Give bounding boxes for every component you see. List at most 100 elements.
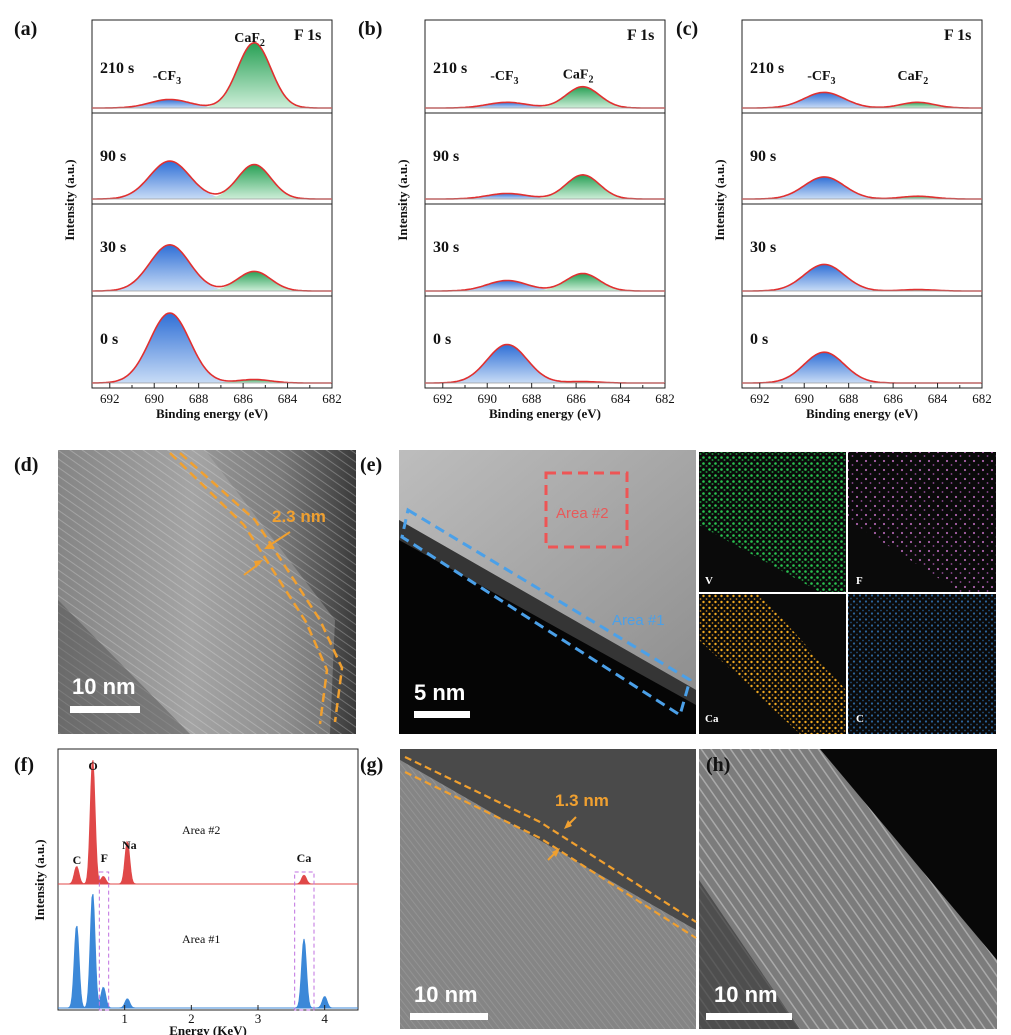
eds-y-axis-title: Intensity (a.u.)	[32, 839, 47, 920]
time-label: 210 s	[433, 60, 467, 77]
x-axis-title: Binding energy (eV)	[489, 406, 601, 421]
cf3-peak-area	[742, 264, 982, 291]
scale-bar-d	[70, 706, 140, 713]
particle-e	[399, 450, 696, 690]
y-axis-title: Intensity (a.u.)	[395, 159, 410, 240]
x-axis: 692 690 688 686 684 682 Binding energy (eV) Int…	[712, 159, 992, 421]
x-tick-label: 692	[433, 391, 453, 406]
scale-bar-e	[414, 711, 470, 718]
plot-frame	[741, 295, 983, 389]
caf2-peak-area	[92, 271, 332, 291]
eds-area2-label: Area #2	[182, 823, 220, 837]
xps-panels: (a) F 1s 210 s -CF3 CaF2 90 s 30 s 0 s 692 690 688…	[14, 18, 992, 421]
plot-frame	[91, 203, 333, 297]
envelope-line	[92, 243, 332, 292]
caf2-peak-area	[92, 379, 332, 383]
time-label: 90 s	[433, 148, 459, 165]
panel-d-label: (d)	[14, 454, 38, 476]
panel-h-label: (h)	[706, 754, 730, 776]
time-label: 30 s	[100, 239, 126, 256]
x-tick-label: 692	[100, 391, 120, 406]
cf3-peak-area	[425, 193, 665, 199]
plot-frame	[741, 112, 983, 205]
spectrum-row: 90 s	[424, 112, 666, 205]
x-tick-label: 684	[611, 391, 631, 406]
layer-outer-boundary-g	[404, 756, 697, 923]
envelope-line	[425, 272, 665, 292]
area2-label-e: Area #2	[556, 505, 609, 522]
cf3-peak-area	[92, 161, 332, 199]
cf3-peak-area	[92, 99, 332, 108]
scale-label-g: 10 nm	[414, 982, 478, 1007]
panel-e-haadf: (e) Area #2 Area #1 5 nm V F Ca C	[360, 450, 996, 734]
scale-bar-h	[706, 1013, 792, 1020]
ca-region-box	[294, 871, 315, 1011]
eds-x-tick-label: 1	[121, 1011, 128, 1026]
envelope-line	[425, 173, 665, 200]
lattice-fringes-h	[699, 749, 997, 1029]
spectrum-row: 210 s -CF3 CaF2	[741, 19, 983, 114]
panel-e-label: (e)	[360, 454, 382, 476]
vacuum-region-g	[400, 749, 696, 930]
scale-label-h: 10 nm	[714, 982, 778, 1007]
panel-label: (b)	[358, 18, 382, 40]
particle-edge-e	[399, 520, 696, 705]
x-tick-label: 690	[794, 391, 814, 406]
spectrum-row: 30 s	[424, 203, 666, 297]
x-tick-label: 688	[839, 391, 859, 406]
envelope-line	[425, 343, 665, 384]
arrow-d-2-head	[254, 560, 263, 568]
arrow-d-1-head	[264, 541, 273, 549]
cf3-peak-label: -CF3	[490, 69, 518, 87]
caf2-peak-area	[425, 86, 665, 108]
dark-corner-h	[699, 880, 800, 1029]
spectrum-row: 30 s	[741, 203, 983, 297]
arrow-g-2-head	[552, 848, 560, 857]
cf3-peak-label: -CF3	[807, 69, 835, 87]
envelope-line	[91, 312, 332, 384]
spectrum-row: 0 s	[424, 295, 666, 389]
time-label: 0 s	[433, 331, 451, 348]
plot-frame	[741, 203, 983, 297]
caf2-peak-area	[425, 174, 665, 199]
plot-frame	[424, 112, 666, 205]
time-label: 30 s	[750, 239, 776, 256]
thickness-label-g: 1.3 nm	[555, 791, 609, 810]
area1-label-e: Area #1	[612, 612, 665, 629]
thickness-label-d: 2.3 nm	[272, 507, 326, 526]
spectrum-title: F 1s	[944, 27, 971, 44]
plot-frame	[91, 112, 333, 205]
x-tick-label: 682	[322, 391, 342, 406]
x-tick-label: 684	[278, 391, 298, 406]
dark-corner-d	[58, 600, 190, 734]
eds-map-ca: Ca	[699, 594, 846, 734]
panel-h-haadf: (h) 10 nm	[699, 749, 997, 1029]
envelope-line	[742, 263, 982, 292]
caf2-peak-label: CaF2	[234, 31, 265, 49]
x-tick-label: 690	[477, 391, 497, 406]
layer-inner-boundary-g	[404, 771, 697, 939]
eds-map-v: V	[699, 452, 846, 592]
cf3-peak-area	[742, 176, 982, 199]
f-region-box	[98, 871, 110, 1011]
eds-map-ca-label: Ca	[705, 713, 719, 725]
cf3-peak-area	[425, 280, 665, 291]
arrow-g-1-head	[564, 820, 572, 829]
caf2-peak-area	[92, 42, 332, 109]
caf2-peak-area	[742, 102, 982, 108]
eds-area2-spectrum	[58, 760, 358, 885]
x-tick-label: 690	[144, 391, 164, 406]
spectrum-row: 0 s	[741, 295, 983, 389]
caf2-peak-label: CaF2	[563, 68, 594, 86]
spectrum-title: F 1s	[627, 27, 654, 44]
eds-x-axis-title: Energy (KeV)	[169, 1023, 247, 1035]
spectrum-title: F 1s	[294, 27, 321, 44]
panel-g-hrtem: (g) 1.3 nm 10 nm	[360, 749, 697, 1029]
eds-peak-ca: Ca	[297, 851, 312, 865]
scale-bar-g	[410, 1013, 488, 1020]
x-tick-label: 686	[233, 391, 253, 406]
panel-d-hrtem: (d) 2.3 nm 10 nm	[14, 450, 356, 734]
x-axis: 692 690 688 686 684 682 Binding energy (eV) Int…	[62, 159, 342, 421]
lattice-fringes-d	[58, 450, 356, 734]
panel-label: (c)	[676, 18, 698, 40]
